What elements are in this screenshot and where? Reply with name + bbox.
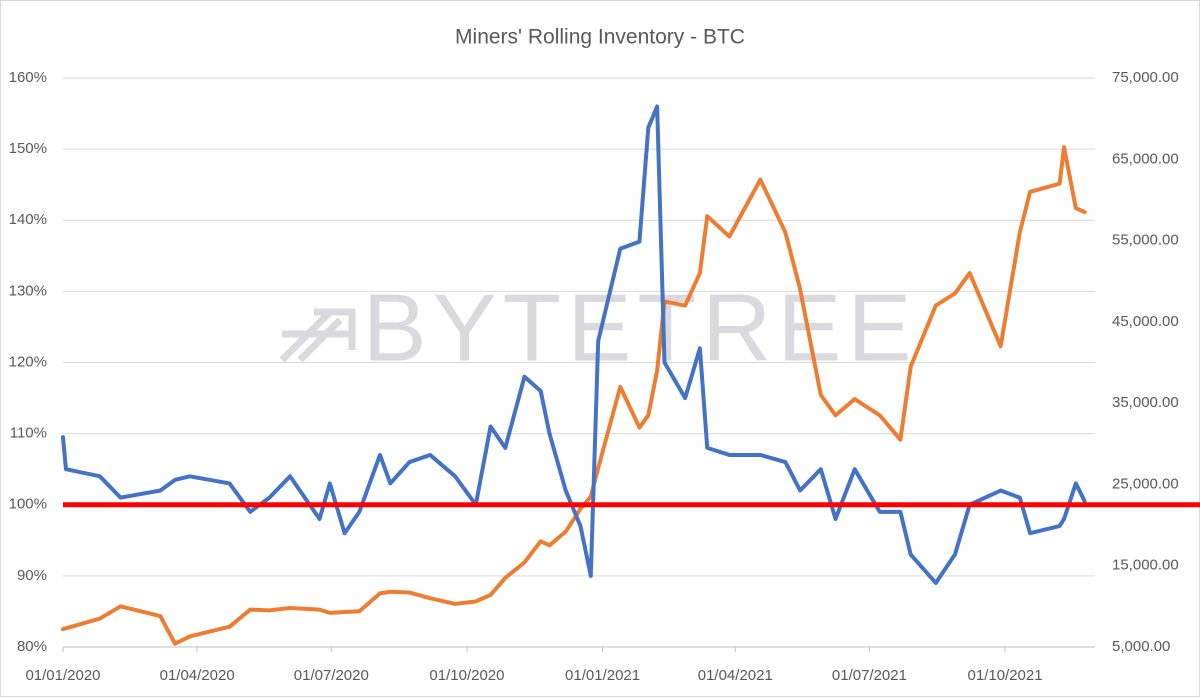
y-tick-label: 150% — [9, 140, 47, 157]
y-tick-label: 120% — [9, 353, 47, 370]
y2-tick-label: 75,000.00 — [1112, 69, 1179, 86]
y2-tick-label: 65,000.00 — [1112, 150, 1179, 167]
y-tick-label: 160% — [9, 69, 47, 86]
y-tick-label: 80% — [17, 638, 47, 655]
x-tick-label: 01/10/2020 — [429, 667, 504, 684]
y2-tick-label: 15,000.00 — [1112, 557, 1179, 574]
y-tick-label: 100% — [9, 496, 47, 513]
y-tick-label: 110% — [10, 425, 47, 442]
watermark-logo — [279, 308, 356, 363]
y2-tick-label: 5,000.00 — [1112, 638, 1170, 655]
y-tick-label: 140% — [9, 211, 47, 228]
watermark: BYTETREE — [363, 274, 918, 381]
x-tick-label: 01/04/2021 — [698, 667, 773, 684]
chart-title: Miners' Rolling Inventory - BTC — [455, 26, 745, 49]
x-tick-label: 01/07/2021 — [832, 667, 907, 684]
y-tick-label: 130% — [9, 282, 47, 299]
y2-tick-label: 55,000.00 — [1112, 232, 1179, 249]
y2-tick-label: 25,000.00 — [1112, 475, 1179, 492]
line-series — [61, 104, 1087, 585]
x-tick-label: 01/10/2021 — [968, 667, 1043, 684]
x-tick-label: 01/07/2020 — [294, 667, 369, 684]
y2-tick-label: 35,000.00 — [1112, 394, 1179, 411]
y-tick-label: 90% — [17, 567, 47, 584]
x-tick-label: 01/04/2020 — [160, 667, 235, 684]
y2-tick-label: 45,000.00 — [1112, 313, 1179, 330]
x-tick-label: 01/01/2020 — [25, 667, 100, 684]
x-tick-label: 01/01/2021 — [565, 667, 640, 684]
